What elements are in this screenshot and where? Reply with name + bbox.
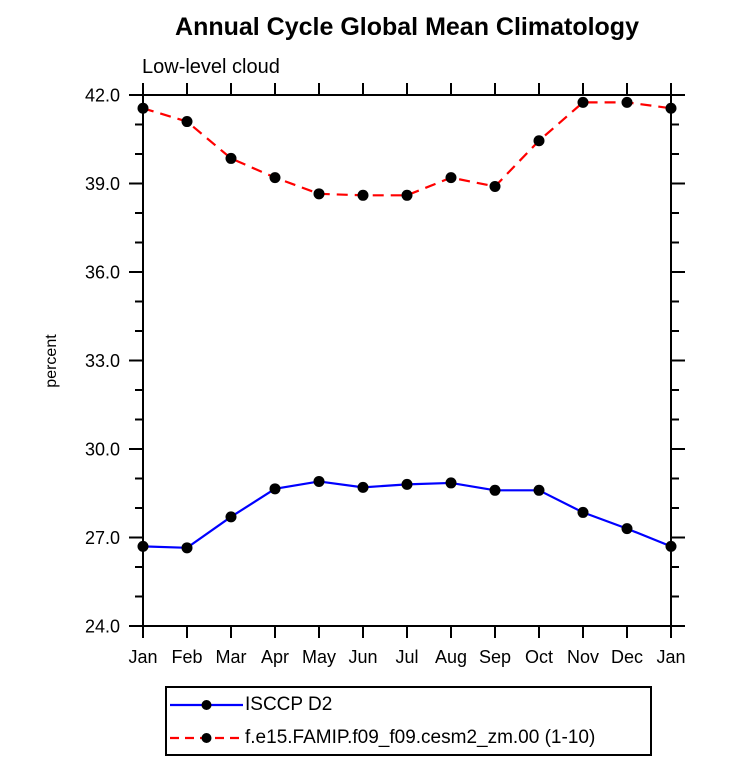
data-point-marker (357, 189, 369, 201)
data-point-marker (181, 542, 193, 554)
x-tick-label: Jan (128, 647, 157, 667)
legend-marker (201, 733, 212, 743)
legend-marker (201, 700, 212, 710)
data-point-marker (269, 483, 281, 495)
plot-border (142, 94, 672, 627)
x-tick-label: Jan (656, 647, 685, 667)
x-tick-label: Oct (525, 647, 553, 667)
data-point-marker (533, 135, 545, 147)
y-tick-label: 24.0 (85, 617, 120, 637)
data-point-marker (181, 116, 193, 128)
data-point-marker (533, 484, 545, 496)
legend-label: ISCCP D2 (245, 694, 333, 715)
data-point-marker (577, 96, 589, 108)
data-point-marker (313, 475, 325, 487)
y-tick-label: 36.0 (85, 263, 120, 283)
data-point-marker (577, 506, 589, 518)
x-tick-label: Feb (171, 647, 202, 667)
y-tick-label: 33.0 (85, 351, 120, 371)
data-point-marker (665, 540, 677, 552)
series-line-0 (142, 480, 672, 549)
y-tick-label: 27.0 (85, 528, 120, 548)
series-line-1 (142, 101, 672, 197)
x-tick-label: May (302, 647, 336, 667)
x-tick-label: Nov (567, 647, 599, 667)
data-point-marker (621, 96, 633, 108)
legend-label: f.e15.FAMIP.f09_f09.cesm2_zm.00 (1-10) (245, 727, 596, 748)
x-tick-label: Dec (611, 647, 643, 667)
chart-title: Annual Cycle Global Mean Climatology (175, 13, 639, 41)
data-point-marker (313, 188, 325, 200)
data-point-marker (621, 523, 633, 535)
y-tick-label: 42.0 (85, 86, 120, 106)
x-tick-label: Jul (395, 647, 418, 667)
x-tick-label: Mar (216, 647, 247, 667)
y-tick-label: 39.0 (85, 174, 120, 194)
data-point-marker (489, 484, 501, 496)
data-point-marker (137, 540, 149, 552)
legend-item: f.e15.FAMIP.f09_f09.cesm2_zm.00 (1-10) (167, 722, 650, 754)
x-tick-label: Sep (479, 647, 511, 667)
data-point-marker (445, 172, 457, 184)
data-point-marker (225, 152, 237, 164)
data-point-marker (401, 478, 413, 490)
data-point-marker (665, 102, 677, 114)
data-point-marker (225, 511, 237, 523)
legend-item: ISCCP D2 (167, 689, 650, 721)
legend-box: ISCCP D2 f.e15.FAMIP.f09_f09.cesm2_zm.00 … (165, 686, 652, 756)
legend-line-sample (170, 700, 243, 710)
data-point-marker (401, 189, 413, 201)
chart-subtitle: Low-level cloud (142, 56, 280, 78)
data-point-marker (489, 180, 501, 192)
data-point-marker (137, 102, 149, 114)
x-tick-label: Apr (261, 647, 289, 667)
data-point-marker (269, 172, 281, 184)
y-tick-label: 30.0 (85, 440, 120, 460)
data-point-marker (445, 477, 457, 489)
x-tick-label: Jun (348, 647, 377, 667)
x-tick-label: Aug (435, 647, 467, 667)
data-point-marker (357, 481, 369, 493)
legend-line-sample (170, 733, 243, 743)
